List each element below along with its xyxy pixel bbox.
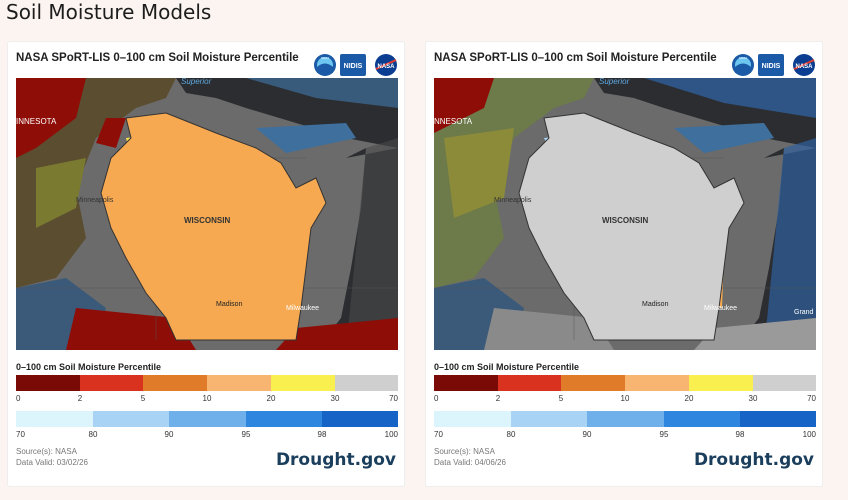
legend-swatch-5-10: [143, 375, 207, 391]
map-title: NASA SPoRT-LIS 0–100 cm Soil Moisture Pe…: [434, 52, 717, 64]
tick: 2: [495, 394, 501, 403]
legend-swatch-80-90: [93, 411, 169, 427]
nidis-logo: NIDIS: [758, 54, 784, 76]
label-madison: Madison: [642, 301, 669, 308]
legend-swatch-10-20: [207, 375, 271, 391]
nasa-logo: NASA: [375, 54, 397, 76]
nidis-logo: NIDIS: [340, 54, 366, 76]
svg-text:NIDIS: NIDIS: [762, 63, 781, 70]
legend-swatch-0-2: [16, 375, 80, 391]
noaa-logo: NOAA: [732, 54, 754, 76]
source-info: Source(s): NASA Data Valid: 03/02/26: [16, 446, 88, 468]
legend-swatch-95-98: [246, 411, 322, 427]
tick: 30: [748, 394, 758, 403]
label-milwaukee: Milwaukee: [704, 305, 737, 312]
tick: 2: [77, 394, 83, 403]
legend-swatch-0-2: [434, 375, 498, 391]
source-text: Source(s): NASA: [16, 447, 77, 456]
svg-text:NASA: NASA: [377, 64, 395, 70]
legend-swatch-70-80: [16, 411, 93, 427]
tick: 20: [266, 394, 276, 403]
tick: 70: [807, 394, 816, 403]
valid-date: Data Valid: 03/02/26: [16, 458, 88, 467]
label-minnesota: INNESOTA: [16, 117, 57, 126]
label-wisconsin: WISCONSIN: [184, 216, 230, 225]
legend-swatch-5-10: [561, 375, 625, 391]
source-info: Source(s): NASA Data Valid: 04/06/26: [434, 446, 506, 468]
svg-text:NASA: NASA: [795, 64, 813, 70]
tick: 80: [88, 430, 98, 439]
tick: 0: [16, 394, 21, 403]
legend-bar-dry: [16, 375, 398, 391]
map-title: NASA SPoRT-LIS 0–100 cm Soil Moisture Pe…: [16, 52, 299, 64]
drought-gov-link[interactable]: Drought.gov: [275, 450, 396, 470]
tick: 10: [202, 394, 212, 403]
tick: 70: [389, 394, 398, 403]
legend-swatch-90-95: [169, 411, 246, 427]
noaa-logo: NOAA: [314, 54, 336, 76]
label-minnesota: NNESOTA: [434, 117, 473, 126]
lake-label: Superior: [599, 78, 630, 86]
page-title: Soil Moisture Models: [6, 0, 212, 24]
tick: 90: [164, 430, 174, 439]
legend-swatch-30-70: [335, 375, 398, 391]
lake-label: Superior: [181, 78, 212, 86]
legend-swatch-10-20: [625, 375, 689, 391]
legend-bar-wet: [16, 411, 398, 427]
svg-text:NIDIS: NIDIS: [344, 63, 363, 70]
tick: 0: [434, 394, 439, 403]
agency-logos: NOAA NIDIS NASA: [314, 54, 397, 76]
legend-swatch-20-30: [689, 375, 753, 391]
tick: 5: [140, 394, 146, 403]
soil-moisture-map-march: Superior INNESOTA Minneapoli: [16, 78, 398, 350]
legend-swatch-98-100: [740, 411, 816, 427]
agency-logos: NOAA NIDIS NASA: [732, 54, 815, 76]
legend-swatch-95-98: [664, 411, 740, 427]
label-wisconsin: WISCONSIN: [602, 216, 648, 225]
drought-gov-link[interactable]: Drought.gov: [693, 450, 814, 470]
tick: 98: [735, 430, 745, 439]
nasa-logo: NASA: [793, 54, 815, 76]
label-minneapolis: Minneapolis: [76, 197, 114, 204]
tick: 90: [582, 430, 592, 439]
tick: 70: [16, 430, 25, 439]
svg-text:NOAA: NOAA: [739, 56, 748, 60]
label-grand: Grand: [794, 309, 814, 316]
legend-swatch-98-100: [322, 411, 398, 427]
label-minneapolis: Minneapolis: [494, 197, 532, 204]
tick: 95: [241, 430, 251, 439]
legend-swatch-80-90: [511, 411, 587, 427]
legend-bar-wet: [434, 411, 816, 427]
tick: 80: [506, 430, 516, 439]
tick: 30: [330, 394, 340, 403]
soil-moisture-map-april: Superior NNESOTA Minneapolis WISCONSIN M…: [434, 78, 816, 350]
legend-swatch-20-30: [271, 375, 335, 391]
tick: 100: [384, 430, 398, 439]
tick: 100: [802, 430, 816, 439]
legend-title: 0–100 cm Soil Moisture Percentile: [434, 362, 580, 372]
tick: 95: [659, 430, 669, 439]
tick: 20: [684, 394, 694, 403]
label-milwaukee: Milwaukee: [286, 305, 319, 312]
legend-swatch-2-5: [498, 375, 561, 391]
legend-title: 0–100 cm Soil Moisture Percentile: [16, 362, 162, 372]
valid-date: Data Valid: 04/06/26: [434, 458, 506, 467]
source-text: Source(s): NASA: [434, 447, 495, 456]
tick: 98: [317, 430, 327, 439]
map-card-march: NASA SPoRT-LIS 0–100 cm Soil Moisture Pe…: [8, 42, 404, 486]
legend-swatch-30-70: [753, 375, 816, 391]
map-card-april: NASA SPoRT-LIS 0–100 cm Soil Moisture Pe…: [426, 42, 822, 486]
legend-swatch-90-95: [587, 411, 664, 427]
legend-bar-dry: [434, 375, 816, 391]
label-madison: Madison: [216, 301, 243, 308]
tick: 10: [620, 394, 630, 403]
legend-swatch-2-5: [80, 375, 143, 391]
tick: 5: [558, 394, 564, 403]
legend-swatch-70-80: [434, 411, 511, 427]
tick: 70: [434, 430, 443, 439]
svg-text:NOAA: NOAA: [321, 56, 330, 60]
